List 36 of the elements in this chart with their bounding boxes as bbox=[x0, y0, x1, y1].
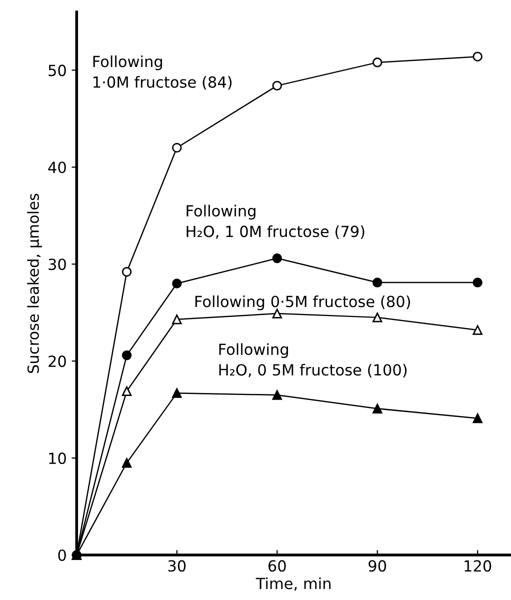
y-axis-title: Sucrose leaked, μmoles bbox=[27, 194, 42, 373]
y-tick-label: 10 bbox=[49, 452, 66, 464]
point bbox=[372, 278, 382, 288]
point bbox=[472, 413, 482, 424]
point bbox=[122, 350, 132, 360]
point bbox=[372, 312, 382, 322]
point bbox=[172, 314, 182, 324]
y-tick-label: 40 bbox=[48, 162, 66, 174]
point bbox=[172, 142, 182, 153]
point bbox=[122, 458, 132, 468]
y-tick-label: 30 bbox=[48, 258, 66, 270]
x-axis-title: Time, min bbox=[256, 577, 330, 591]
point bbox=[122, 386, 132, 396]
point bbox=[172, 388, 182, 398]
point bbox=[122, 267, 132, 277]
point bbox=[372, 58, 382, 68]
series-label: Following 1·0M fructose (84) bbox=[93, 55, 232, 90]
x-tick-label: 60 bbox=[268, 560, 286, 572]
y-tick-label: 0 bbox=[58, 549, 66, 562]
x-tick-label: 120 bbox=[464, 560, 492, 572]
point bbox=[272, 390, 282, 400]
point bbox=[272, 308, 282, 318]
x-tick-label: 90 bbox=[368, 560, 386, 572]
point bbox=[472, 325, 482, 335]
series-label: Following H₂O, 0 5M fructose (100) bbox=[219, 343, 407, 378]
y-tick-label: 50 bbox=[48, 64, 66, 76]
series-label: Following 0·5M fructose (80) bbox=[195, 295, 410, 310]
point bbox=[272, 253, 282, 264]
point bbox=[472, 52, 482, 62]
y-tick-label: 20 bbox=[48, 356, 66, 368]
x-tick-label: 30 bbox=[168, 560, 186, 572]
point bbox=[472, 278, 482, 288]
point bbox=[172, 278, 182, 288]
point bbox=[372, 404, 382, 414]
text: Following H₂O, 1 0M fructose (79) bbox=[186, 204, 364, 239]
point bbox=[272, 80, 282, 91]
